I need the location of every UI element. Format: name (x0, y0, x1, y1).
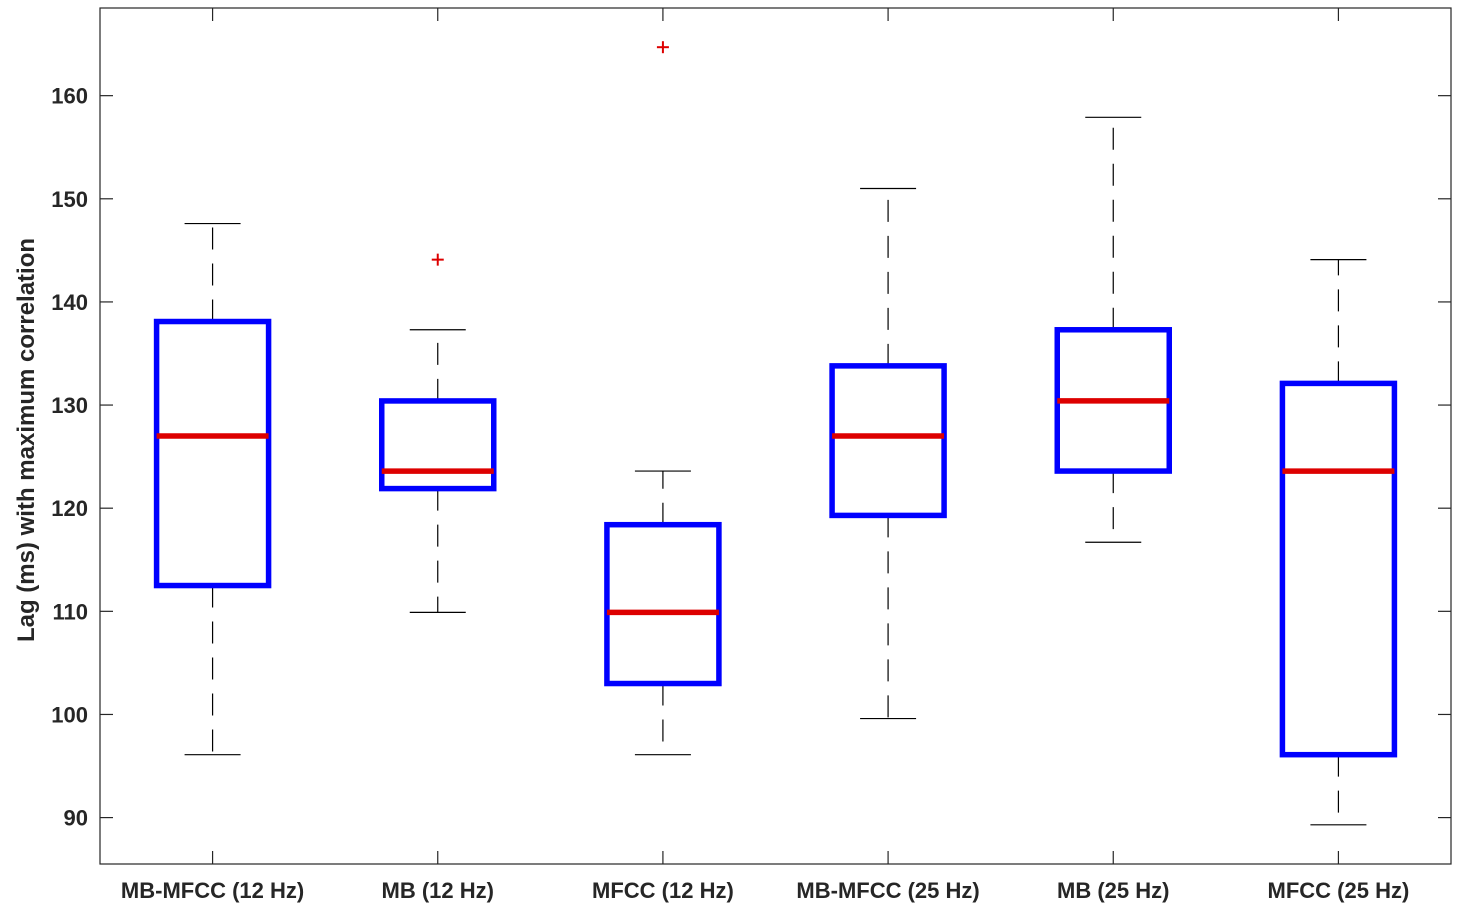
box-group-2 (604, 41, 722, 756)
axes-frame (99, 7, 1452, 865)
y-tick-label-150: 150 (51, 187, 88, 212)
box-5 (1279, 380, 1398, 758)
x-tick-label-0: MB-MFCC (12 Hz) (121, 878, 304, 903)
x-tick-label-3: MB-MFCC (25 Hz) (796, 878, 979, 903)
y-tick-label-160: 160 (51, 84, 88, 109)
box-group-4 (1054, 116, 1172, 543)
x-tick-label-2: MFCC (12 Hz) (592, 878, 734, 903)
y-tick-label-140: 140 (51, 290, 88, 315)
x-tick-label-1: MB (12 Hz) (382, 878, 494, 903)
box-group-5 (1279, 259, 1398, 826)
y-axis-label: Lag (ms) with maximum correlation (13, 238, 40, 642)
outlier-2-0 (656, 41, 669, 54)
outlier-1-0 (431, 253, 444, 266)
box-group-3 (829, 187, 947, 720)
y-tick-label-100: 100 (51, 702, 88, 727)
y-tick-label-130: 130 (51, 393, 88, 418)
ticks-layer (100, 8, 1451, 864)
y-tick-label-120: 120 (51, 496, 88, 521)
box-group-1 (379, 253, 497, 613)
box-1 (379, 398, 497, 492)
labels-layer: 90 100 110 120 130 140 150 160 MB-MFCC (12 Hz) MB… (51, 84, 1409, 903)
box-group-0 (153, 222, 272, 756)
x-tick-label-5: MFCC (25 Hz) (1268, 878, 1410, 903)
y-tick-label-90: 90 (64, 806, 88, 831)
box-2 (604, 521, 722, 687)
box-3 (829, 363, 947, 519)
box-0 (153, 318, 272, 589)
x-tick-label-4: MB (25 Hz) (1057, 878, 1169, 903)
y-tick-label-110: 110 (53, 599, 89, 624)
boxes-layer (153, 41, 1398, 826)
